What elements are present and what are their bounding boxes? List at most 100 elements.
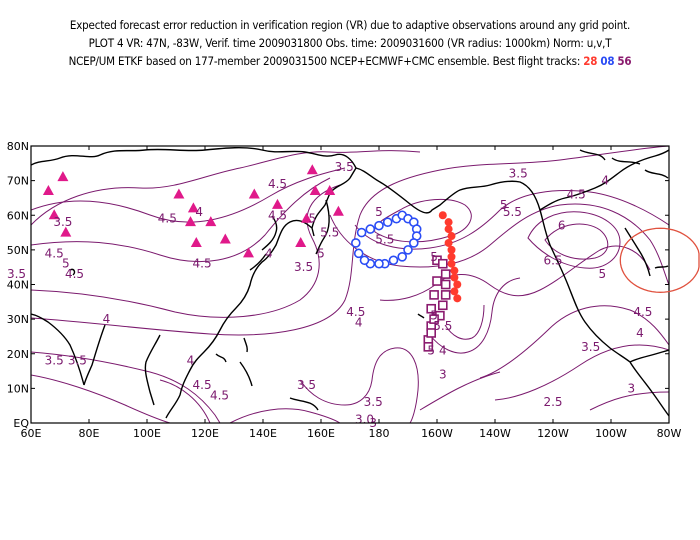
contour-line xyxy=(444,304,485,340)
contour-label: 3.5 xyxy=(68,354,87,368)
observation-triangle xyxy=(272,198,283,209)
header-line-3: NCEP/UM ETKF based on 177-member 2009031… xyxy=(0,54,700,68)
contour-label: 5 xyxy=(62,257,70,271)
contour-label: 5 xyxy=(427,343,435,357)
observation-triangle xyxy=(205,216,217,227)
contour-label: 5.5 xyxy=(375,232,394,246)
lon-label: 160E xyxy=(307,427,335,440)
contour-label: 4 xyxy=(187,354,195,368)
lat-label: 50N xyxy=(7,244,29,257)
track-08-point xyxy=(374,258,384,269)
lon-label: 120E xyxy=(191,427,219,440)
contour-label: 4 xyxy=(103,312,111,326)
contour-line xyxy=(31,374,171,423)
track-56-point xyxy=(437,300,448,311)
lat-label: 30N xyxy=(7,313,29,326)
contour-label: 4.5 xyxy=(45,246,64,260)
observation-triangle xyxy=(219,233,231,244)
coastline-eurasia xyxy=(31,147,357,419)
header-line-3-prefix: NCEP/UM ETKF based on 177-member 2009031… xyxy=(68,54,584,68)
lat-label: EQ xyxy=(13,417,29,430)
contour-label: 4.5 xyxy=(65,267,84,281)
contour-lines xyxy=(31,146,669,423)
contour-label: 4.5 xyxy=(633,305,652,319)
coastline-island xyxy=(239,361,253,387)
contour-label: 4 xyxy=(439,343,447,357)
observation-triangle xyxy=(173,188,185,199)
contour-label: 5 xyxy=(375,205,383,219)
contour-label: 5.5 xyxy=(320,226,339,240)
lat-label: 10N xyxy=(7,382,29,395)
contour-label: 2.5 xyxy=(543,395,562,409)
contour-label: 3.5 xyxy=(53,215,72,229)
contour-line xyxy=(229,408,341,423)
contour-label: 6.5 xyxy=(543,253,562,267)
contour-label: 3 xyxy=(627,381,635,395)
axis-ticks xyxy=(30,145,670,424)
contour-label: 4.5 xyxy=(268,208,287,222)
track-56-point xyxy=(429,314,439,324)
contour-label: 4.5 xyxy=(193,378,212,392)
track-08-point xyxy=(359,255,370,266)
track-56-point xyxy=(440,279,451,290)
track-28-point xyxy=(438,211,447,220)
contour-label: 4.5 xyxy=(346,305,365,319)
coastline-island xyxy=(417,313,425,319)
track-08-point xyxy=(397,251,408,262)
coastline-island xyxy=(654,265,669,269)
observation-triangle xyxy=(332,205,344,216)
contour-line xyxy=(379,245,651,301)
contour-label: 5 xyxy=(317,246,325,260)
observation-triangle xyxy=(309,185,321,196)
lat-label: 60N xyxy=(7,209,29,222)
lon-label: 120W xyxy=(537,427,569,440)
contour-label: 4.5 xyxy=(158,212,177,226)
contour-label: 6 xyxy=(558,219,566,233)
observation-triangle xyxy=(243,247,254,258)
contour-label: 3.5 xyxy=(335,160,354,174)
track-56-point xyxy=(440,269,451,279)
triangle-markers xyxy=(42,164,344,258)
contour-label: 3.5 xyxy=(294,260,313,274)
track-28-point xyxy=(453,294,462,303)
track-08-point xyxy=(350,238,361,248)
track-28-point xyxy=(444,218,453,227)
track-56-point xyxy=(423,342,434,352)
contour-label: 4 xyxy=(636,326,644,340)
contour-labels: 4.53.53.544.54.54.54.5455.555.553.54.554… xyxy=(7,160,652,430)
coastline-island xyxy=(215,353,227,363)
contour-label: 4 xyxy=(601,174,609,188)
coastline-arctic-islands xyxy=(579,149,669,179)
lon-label: 100W xyxy=(595,427,627,440)
contour-label: 3.5 xyxy=(364,395,383,409)
flight-track-08 xyxy=(350,210,422,269)
contour-line xyxy=(159,379,211,423)
contour-line xyxy=(31,167,346,223)
contour-line xyxy=(527,211,621,269)
lon-label: 80W xyxy=(657,427,682,440)
map-header: Expected forecast error reduction in ver… xyxy=(0,0,700,75)
flight-track-56 xyxy=(423,255,451,352)
contour-label: 5 xyxy=(430,309,438,323)
contour-line xyxy=(589,391,669,411)
lat-label: 20N xyxy=(7,348,29,361)
observation-triangle xyxy=(187,202,199,213)
contour-line xyxy=(299,347,419,423)
flight-track-28 xyxy=(438,211,462,303)
track-28-point xyxy=(444,225,453,234)
contour-label: 3.5 xyxy=(581,340,600,354)
contour-label: 3.5 xyxy=(509,167,528,181)
contour-line xyxy=(429,277,521,354)
contour-label: 3.5 xyxy=(7,267,26,281)
track-28-point xyxy=(450,266,459,275)
track-08-point xyxy=(356,227,367,238)
contour-line xyxy=(31,184,341,318)
coastline-east-coast xyxy=(624,227,669,363)
contour-line xyxy=(419,371,501,411)
track-08-point xyxy=(382,217,393,227)
track-08-point xyxy=(365,224,376,234)
contour-label: 4.5 xyxy=(567,187,586,201)
track-56-point xyxy=(426,328,437,338)
track-56-point xyxy=(432,276,442,286)
